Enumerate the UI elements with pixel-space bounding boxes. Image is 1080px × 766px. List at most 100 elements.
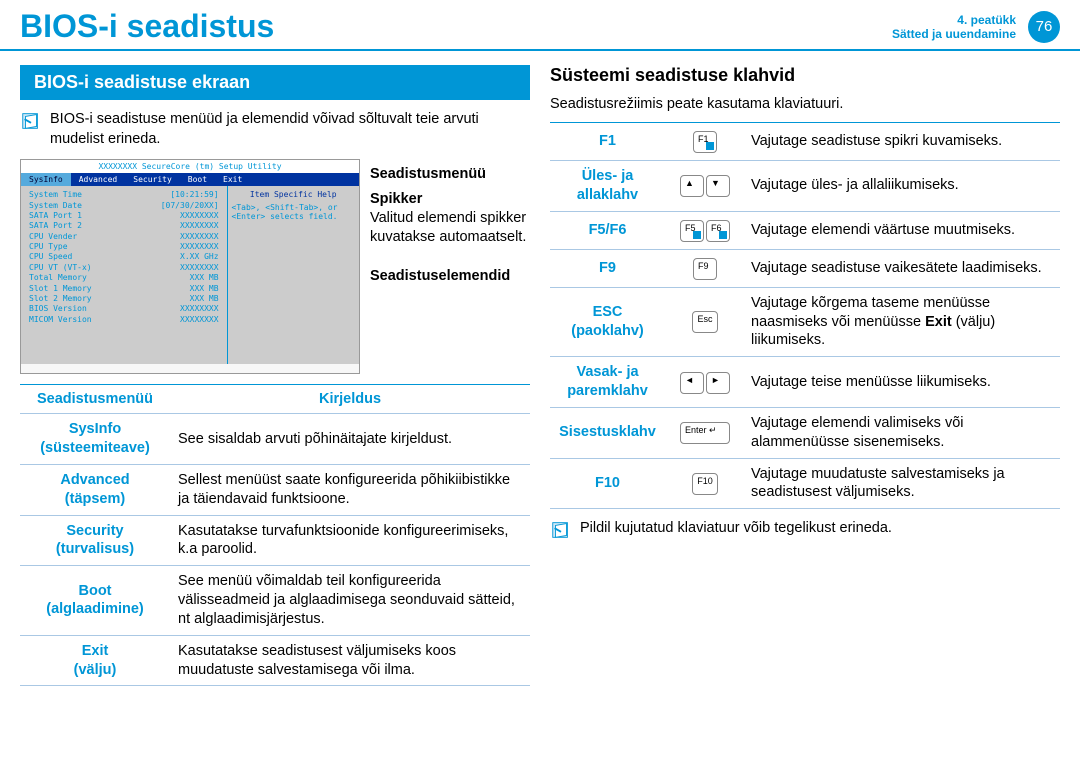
menu-name: Advanced(täpsem): [20, 464, 170, 515]
bios-row: MICOM VersionXXXXXXXX: [25, 315, 223, 325]
bios-menu-item: Advanced: [71, 173, 126, 186]
bios-main: System Time[10:21:59]System Date[07/30/2…: [21, 186, 227, 364]
menu-name: Boot(alglaadimine): [20, 566, 170, 636]
key-icon: Esc: [692, 311, 717, 333]
bios-menu-item: Boot: [180, 173, 215, 186]
callout-3: Seadistuselemendid: [370, 267, 530, 286]
bios-menu-item: Exit: [215, 173, 250, 186]
note-icon: [20, 110, 42, 132]
key-name: F1: [550, 123, 665, 161]
menu-name: Exit(välju): [20, 635, 170, 686]
key-icon: ◄: [680, 372, 704, 394]
key-icon: F9: [693, 258, 717, 280]
bios-row: CPU VT (VT-x)XXXXXXXX: [25, 263, 223, 273]
table-row: F1 F1 Vajutage seadistuse spikri kuvamisek…: [550, 123, 1060, 161]
key-name: Üles- jaallaklahv: [550, 161, 665, 212]
key-icon: F6: [706, 220, 730, 242]
bios-block: XXXXXXXX SecureCore (tm) Setup Utility S…: [20, 159, 530, 374]
chapter-top: 4. peatükk: [892, 13, 1016, 27]
table-row: Üles- jaallaklahv▲▼Vajutage üles- ja all…: [550, 161, 1060, 212]
page-header: BIOS-i seadistus 4. peatükk Sätted ja uu…: [0, 0, 1080, 51]
key-name: F10: [550, 458, 665, 509]
key-name: F9: [550, 249, 665, 287]
table-row: Boot(alglaadimine)See menüü võimaldab te…: [20, 566, 530, 636]
menu-desc: See sisaldab arvuti põhinäitajate kirjel…: [170, 414, 530, 465]
table-row: F10 F10 Vajutage muudatuste salvestamiseks…: [550, 458, 1060, 509]
table-row: ESC(paoklahv) Esc Vajutage kõrgema taseme …: [550, 287, 1060, 357]
bios-menu-item: Security: [125, 173, 180, 186]
bios-row: Slot 2 MemoryXXX MB: [25, 294, 223, 304]
menu-desc: Kasutatakse seadistusest väljumiseks koo…: [170, 635, 530, 686]
key-icon: ▲: [680, 175, 704, 197]
table-row: SysInfo(süsteemiteave)See sisaldab arvut…: [20, 414, 530, 465]
page-title: BIOS-i seadistus: [20, 8, 274, 45]
left-note: BIOS-i seadistuse menüüd ja elemendid võ…: [20, 110, 530, 149]
menu-table-h2: Kirjeldus: [170, 385, 530, 414]
key-icon: F1: [693, 131, 717, 153]
table-row: Vasak- japaremklahv◄►Vajutage teise menü…: [550, 357, 1060, 408]
table-row: Security(turvalisus)Kasutatakse turvafun…: [20, 515, 530, 566]
bios-row: Slot 1 MemoryXXX MB: [25, 284, 223, 294]
right-intro: Seadistusrežiimis peate kasutama klaviat…: [550, 96, 1060, 112]
key-icon-cell: ◄►: [665, 357, 745, 408]
bios-menu-row: SysInfoAdvancedSecurityBootExit: [21, 173, 359, 186]
menu-name: SysInfo(süsteemiteave): [20, 414, 170, 465]
menu-desc: Sellest menüüst saate konfigureerida põh…: [170, 464, 530, 515]
menu-desc: Kasutatakse turvafunktsioonide konfigure…: [170, 515, 530, 566]
key-desc: Vajutage elemendi väärtuse muutmiseks.: [745, 211, 1060, 249]
right-note: Pildil kujutatud klaviatuur võib tegelik…: [550, 519, 1060, 541]
key-desc: Vajutage kõrgema taseme menüüsse naasmis…: [745, 287, 1060, 357]
page-number: 76: [1028, 11, 1060, 43]
menu-table-h1: Seadistusmenüü: [20, 385, 170, 414]
bios-row: SATA Port 2XXXXXXXX: [25, 221, 223, 231]
key-icon-cell: Enter ↵: [665, 407, 745, 458]
table-row: Advanced(täpsem)Sellest menüüst saate ko…: [20, 464, 530, 515]
menu-table: Seadistusmenüü Kirjeldus SysInfo(süsteem…: [20, 384, 530, 686]
key-desc: Vajutage seadistuse spikri kuvamiseks.: [745, 123, 1060, 161]
callouts: Seadistusmenüü Spikker Valitud elemendi …: [370, 159, 530, 374]
bios-row: System Time[10:21:59]: [25, 190, 223, 200]
bios-menu-item: SysInfo: [21, 173, 71, 186]
bios-row: SATA Port 1XXXXXXXX: [25, 211, 223, 221]
key-icon: ►: [706, 372, 730, 394]
key-icon-cell: Esc: [665, 287, 745, 357]
key-icon-cell: F9: [665, 249, 745, 287]
bios-help: Item Specific Help <Tab>, <Shift-Tab>, o…: [227, 186, 359, 364]
chapter-bottom: Sätted ja uuendamine: [892, 27, 1016, 41]
key-desc: Vajutage seadistuse vaikesätete laadimis…: [745, 249, 1060, 287]
key-desc: Vajutage teise menüüsse liikumiseks.: [745, 357, 1060, 408]
key-name: ESC(paoklahv): [550, 287, 665, 357]
key-icon: F10: [692, 473, 718, 495]
bios-row: Total MemoryXXX MB: [25, 273, 223, 283]
bios-row: System Date[07/30/20XX]: [25, 201, 223, 211]
bios-help-body: <Tab>, <Shift-Tab>, or <Enter> selects f…: [232, 203, 355, 221]
bios-row: CPU SpeedX.XX GHz: [25, 252, 223, 262]
chapter-block: 4. peatükk Sätted ja uuendamine 76: [892, 11, 1060, 43]
table-row: SisestusklahvEnter ↵Vajutage elemendi va…: [550, 407, 1060, 458]
bios-row: CPU VenderXXXXXXXX: [25, 232, 223, 242]
keys-table: F1 F1 Vajutage seadistuse spikri kuvamisek…: [550, 122, 1060, 509]
left-note-text: BIOS-i seadistuse menüüd ja elemendid võ…: [50, 110, 530, 149]
menu-name: Security(turvalisus): [20, 515, 170, 566]
bios-top: XXXXXXXX SecureCore (tm) Setup Utility: [21, 160, 359, 173]
table-row: F9 F9 Vajutage seadistuse vaikesätete laad…: [550, 249, 1060, 287]
right-note-text: Pildil kujutatud klaviatuur võib tegelik…: [580, 519, 892, 541]
key-desc: Vajutage üles- ja allaliikumiseks.: [745, 161, 1060, 212]
key-icon-cell: F1: [665, 123, 745, 161]
key-name: Vasak- japaremklahv: [550, 357, 665, 408]
key-icon: ▼: [706, 175, 730, 197]
key-icon: Enter ↵: [680, 422, 730, 444]
menu-desc: See menüü võimaldab teil konfigureerida …: [170, 566, 530, 636]
bios-row: BIOS VersionXXXXXXXX: [25, 304, 223, 314]
key-desc: Vajutage muudatuste salvestamiseks ja se…: [745, 458, 1060, 509]
right-title: Süsteemi seadistuse klahvid: [550, 65, 1060, 86]
key-icon-cell: ▲▼: [665, 161, 745, 212]
key-icon: F5: [680, 220, 704, 242]
key-name: F5/F6: [550, 211, 665, 249]
key-name: Sisestusklahv: [550, 407, 665, 458]
left-section-title: BIOS-i seadistuse ekraan: [20, 65, 530, 100]
key-icon-cell: F10: [665, 458, 745, 509]
key-icon-cell: F5F6: [665, 211, 745, 249]
callout-1: Seadistusmenüü: [370, 165, 530, 184]
callout-2: Spikker: [370, 190, 530, 209]
